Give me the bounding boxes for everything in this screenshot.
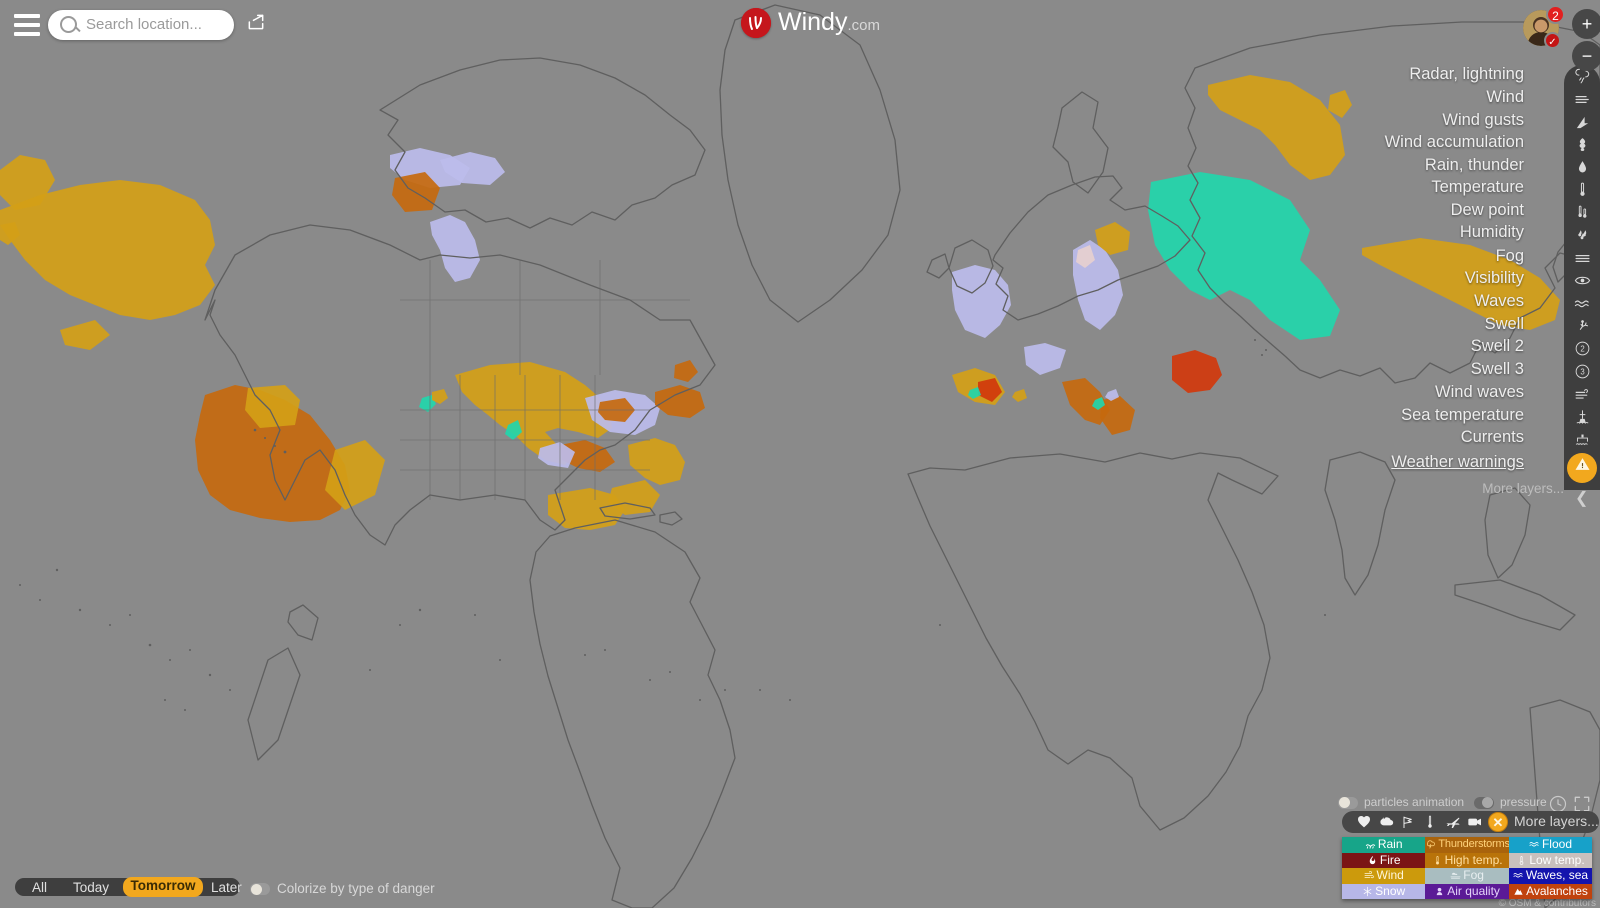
svg-text:2: 2 — [1580, 345, 1584, 354]
svg-text:3: 3 — [1580, 368, 1584, 377]
